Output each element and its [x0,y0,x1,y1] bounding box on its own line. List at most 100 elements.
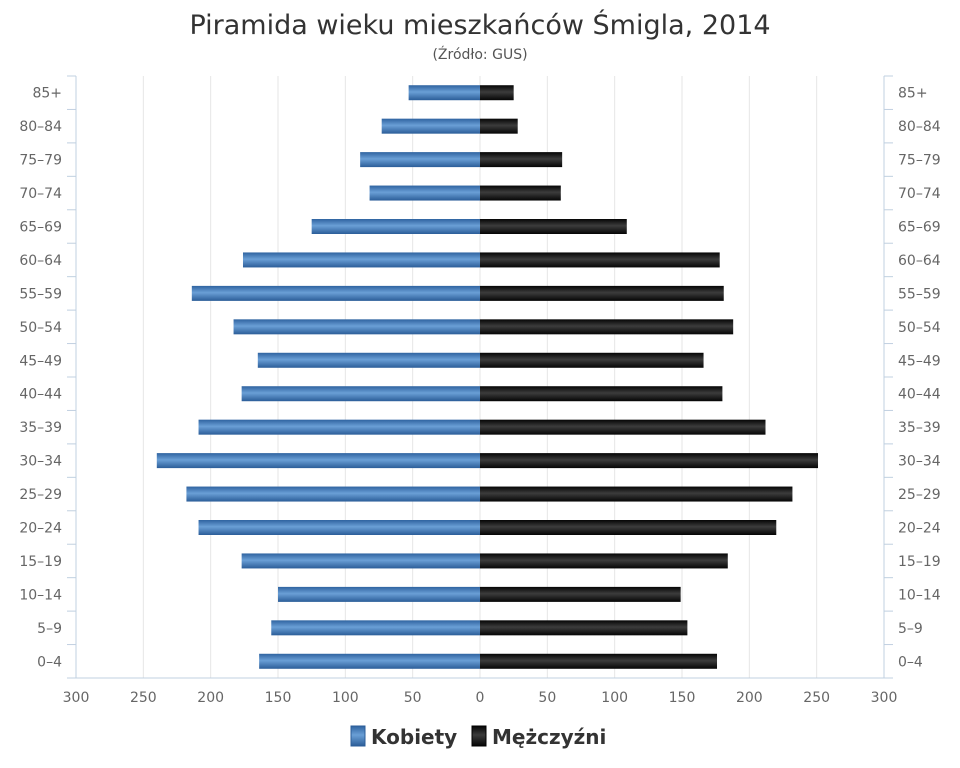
legend: Kobiety Mężczyźni [350,725,606,749]
x-tick-label: 300 [63,690,90,706]
bar-kobiety[interactable] [186,486,480,502]
y-tick-label-left: 65–69 [19,220,62,236]
x-tick-label: 150 [265,690,292,706]
y-tick-label-left: 10–14 [19,587,62,603]
bar-kobiety[interactable] [241,386,480,402]
bar-kobiety[interactable] [278,586,480,602]
x-tick-label: 250 [803,690,830,706]
y-tick-label-left: 45–49 [19,353,62,369]
bar-kobiety[interactable] [198,520,480,535]
legend-item-mezczyzni[interactable]: Mężczyźni [471,725,606,749]
y-axis-labels-right: 85+ 80–84 75–79 70–74 65–69 60–64 55–59 50–54 45… [898,86,941,671]
legend-label-mezczyzni: Mężczyźni [492,725,606,749]
y-tick-label-right: 85+ [898,86,928,102]
x-axis-labels: 300 250 200 150 100 50 0 50 100 150 200 250 300 [63,690,898,706]
bar-kobiety[interactable] [271,620,480,636]
y-tick-label-right: 5–9 [898,621,923,637]
bar-mezczyzni[interactable] [480,419,766,435]
y-tick-label-right: 70–74 [898,186,941,202]
bar-mezczyzni[interactable] [480,252,720,268]
y-tick-label-left: 35–39 [19,420,62,436]
bar-mezczyzni[interactable] [480,586,681,602]
y-tick-label-left: 50–54 [19,320,62,336]
y-tick-label-right: 55–59 [898,286,941,302]
y-tick-label-left: 30–34 [19,454,62,470]
bar-mezczyzni[interactable] [480,285,724,301]
chart-subtitle: (Źródło: GUS) [432,45,527,63]
bar-mezczyzni[interactable] [480,185,561,201]
x-tick-label: 50 [404,690,422,706]
x-tick-label: 50 [538,690,556,706]
y-tick-label-left: 75–79 [19,153,62,169]
y-tick-label-left: 5–9 [37,621,62,637]
legend-swatch-mezczyzni [471,725,487,747]
x-tick-label: 200 [197,690,224,706]
y-tick-label-left: 0–4 [37,654,62,670]
y-tick-label-left: 70–74 [19,186,62,202]
bars [156,85,819,669]
bar-kobiety[interactable] [360,152,480,168]
bar-mezczyzni[interactable] [480,520,777,535]
chart-title: Piramida wieku mieszkańców Śmigla, 2014 [189,9,770,41]
y-tick-label-left: 85+ [32,86,62,102]
bar-kobiety[interactable] [311,219,480,234]
y-tick-label-right: 60–64 [898,253,941,269]
bar-mezczyzni[interactable] [480,386,723,402]
y-tick-label-right: 25–29 [898,487,941,503]
x-tick-label: 100 [601,690,628,706]
bar-mezczyzni[interactable] [480,118,518,134]
bar-mezczyzni[interactable] [480,219,627,234]
bar-kobiety[interactable] [381,118,480,134]
y-tick-label-right: 20–24 [898,521,941,537]
bar-kobiety[interactable] [369,185,480,201]
y-tick-label-left: 25–29 [19,487,62,503]
bar-mezczyzni[interactable] [480,352,704,368]
bar-kobiety[interactable] [242,252,480,268]
legend-label-kobiety: Kobiety [371,725,457,749]
y-tick-label-left: 60–64 [19,253,62,269]
bar-mezczyzni[interactable] [480,486,793,502]
x-tick-label: 200 [736,690,763,706]
y-tick-label-left: 20–24 [19,521,62,537]
bar-kobiety[interactable] [257,352,480,368]
bar-kobiety[interactable] [156,453,481,469]
axes [67,75,893,679]
y-tick-label-right: 40–44 [898,387,941,403]
y-tick-label-right: 75–79 [898,153,941,169]
y-tick-label-right: 15–19 [898,554,941,570]
y-tick-label-right: 45–49 [898,353,941,369]
x-tick-label: 150 [669,690,696,706]
y-tick-label-right: 10–14 [898,587,941,603]
y-tick-label-right: 65–69 [898,220,941,236]
bar-mezczyzni[interactable] [480,553,728,569]
y-tick-label-left: 40–44 [19,387,62,403]
bar-kobiety[interactable] [198,419,480,435]
bar-mezczyzni[interactable] [480,620,688,636]
bar-mezczyzni[interactable] [480,319,734,335]
bar-mezczyzni[interactable] [480,152,563,168]
y-tick-label-right: 50–54 [898,320,941,336]
bar-mezczyzni[interactable] [480,85,514,101]
y-tick-label-right: 30–34 [898,454,941,470]
legend-item-kobiety[interactable]: Kobiety [350,725,457,749]
bar-kobiety[interactable] [259,653,480,669]
legend-swatch-kobiety [350,725,366,747]
x-tick-label: 300 [871,690,898,706]
y-tick-label-right: 35–39 [898,420,941,436]
y-tick-label-right: 0–4 [898,654,923,670]
x-tick-label: 0 [476,690,485,706]
y-tick-label-left: 15–19 [19,554,62,570]
y-tick-label-left: 55–59 [19,286,62,302]
bar-kobiety[interactable] [408,85,480,101]
bar-kobiety[interactable] [233,319,480,335]
bar-mezczyzni[interactable] [480,653,718,669]
bar-kobiety[interactable] [191,285,480,301]
y-tick-label-right: 80–84 [898,119,941,135]
bar-mezczyzni[interactable] [480,453,819,469]
y-axis-labels-left: 85+ 80–84 75–79 70–74 65–69 60–64 55–59 50–54 45… [19,86,62,671]
x-tick-label: 100 [332,690,359,706]
y-tick-label-left: 80–84 [19,119,62,135]
x-tick-label: 250 [130,690,157,706]
bar-kobiety[interactable] [241,553,480,569]
